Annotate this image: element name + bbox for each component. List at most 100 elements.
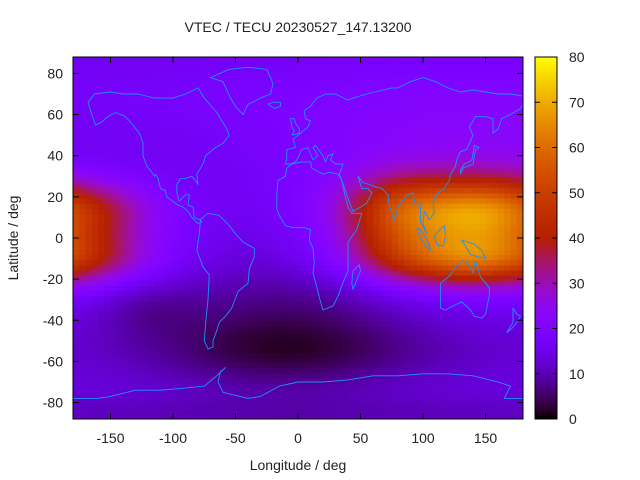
heatmap-cell xyxy=(235,156,243,163)
heatmap-cell xyxy=(191,275,199,281)
heatmap-cell xyxy=(335,300,343,307)
heatmap-cell xyxy=(216,95,224,101)
heatmap-cell xyxy=(335,398,343,405)
heatmap-cell xyxy=(323,408,330,415)
heatmap-cell xyxy=(329,316,337,322)
heatmap-cell xyxy=(504,187,512,194)
heatmap-cell xyxy=(354,321,362,328)
heatmap-cell xyxy=(173,105,180,112)
heatmap-cell xyxy=(79,218,87,225)
heatmap-cell xyxy=(110,413,118,419)
heatmap-cell xyxy=(329,280,337,286)
heatmap-cell xyxy=(210,357,218,364)
heatmap-cell xyxy=(473,254,480,261)
heatmap-cell xyxy=(285,218,293,225)
heatmap-cell xyxy=(166,233,174,240)
heatmap-cell xyxy=(329,218,337,225)
heatmap-cell xyxy=(104,259,112,266)
heatmap-cell xyxy=(448,275,455,281)
heatmap-cell xyxy=(285,269,293,276)
heatmap-cell xyxy=(466,115,474,122)
heatmap-cell xyxy=(410,125,418,132)
heatmap-cell xyxy=(235,321,243,328)
heatmap-cell xyxy=(498,146,505,153)
heatmap-cell xyxy=(279,161,287,168)
heatmap-cell xyxy=(348,413,355,419)
heatmap-cell xyxy=(298,187,305,194)
heatmap-cell xyxy=(410,336,418,343)
heatmap-cell xyxy=(291,89,299,96)
heatmap-cell xyxy=(454,131,462,137)
heatmap-cell xyxy=(235,408,243,415)
heatmap-cell xyxy=(91,290,99,297)
heatmap-cell xyxy=(166,161,174,168)
heatmap-cell xyxy=(279,357,287,364)
heatmap-cell xyxy=(229,125,237,132)
heatmap-cell xyxy=(248,311,255,317)
heatmap-cell xyxy=(473,228,480,235)
heatmap-cell xyxy=(423,352,430,358)
heatmap-cell xyxy=(466,357,474,364)
heatmap-cell xyxy=(135,192,143,199)
heatmap-cell xyxy=(441,131,449,137)
heatmap-cell xyxy=(448,156,455,163)
heatmap-cell xyxy=(204,398,212,405)
heatmap-cell xyxy=(335,326,343,333)
heatmap-cell xyxy=(173,156,180,163)
heatmap-cell xyxy=(410,74,418,81)
heatmap-cell xyxy=(335,203,343,209)
heatmap-cell xyxy=(116,161,124,168)
heatmap-cell xyxy=(410,84,418,91)
heatmap-cell xyxy=(385,125,393,132)
heatmap-cell xyxy=(504,233,512,240)
heatmap-cell xyxy=(85,218,93,225)
heatmap-cell xyxy=(235,275,243,281)
heatmap-cell xyxy=(216,57,224,60)
heatmap-cell xyxy=(98,192,105,199)
heatmap-cell xyxy=(173,377,180,384)
heatmap-cell xyxy=(198,300,205,307)
heatmap-cell xyxy=(85,331,93,338)
heatmap-cell xyxy=(404,182,412,189)
heatmap-cell xyxy=(154,244,162,250)
heatmap-cell xyxy=(148,228,155,235)
heatmap-cell xyxy=(91,388,99,394)
heatmap-cell xyxy=(298,403,305,410)
heatmap-cell xyxy=(85,259,93,266)
heatmap-cell xyxy=(254,228,262,235)
heatmap-cell xyxy=(291,223,299,230)
heatmap-cell xyxy=(116,362,124,369)
heatmap-cell xyxy=(416,172,424,178)
heatmap-cell xyxy=(154,74,162,81)
heatmap-cell xyxy=(160,305,168,312)
heatmap-cell xyxy=(429,321,437,328)
heatmap-cell xyxy=(104,110,112,117)
heatmap-cell xyxy=(85,177,93,184)
heatmap-cell xyxy=(460,151,468,158)
heatmap-cell xyxy=(416,192,424,199)
heatmap-cell xyxy=(460,233,468,240)
heatmap-cell xyxy=(485,69,493,76)
heatmap-cell xyxy=(273,259,280,266)
heatmap-cell xyxy=(73,362,80,369)
heatmap-cell xyxy=(348,172,355,178)
heatmap-cell xyxy=(416,239,424,245)
heatmap-cell xyxy=(329,146,337,153)
heatmap-cell xyxy=(98,233,105,240)
heatmap-cell xyxy=(204,377,212,384)
heatmap-cell xyxy=(323,177,330,184)
heatmap-cell xyxy=(404,244,412,250)
heatmap-cell xyxy=(191,125,199,132)
heatmap-cell xyxy=(398,413,405,419)
heatmap-cell xyxy=(73,269,80,276)
heatmap-cell xyxy=(291,192,299,199)
heatmap-cell xyxy=(191,223,199,230)
heatmap-cell xyxy=(304,203,312,209)
heatmap-cell xyxy=(491,280,499,286)
heatmap-cell xyxy=(129,336,137,343)
heatmap-cell xyxy=(279,285,287,292)
heatmap-cell xyxy=(279,249,287,256)
heatmap-cell xyxy=(335,167,343,173)
heatmap-cell xyxy=(216,218,224,225)
heatmap-cell xyxy=(123,57,130,60)
